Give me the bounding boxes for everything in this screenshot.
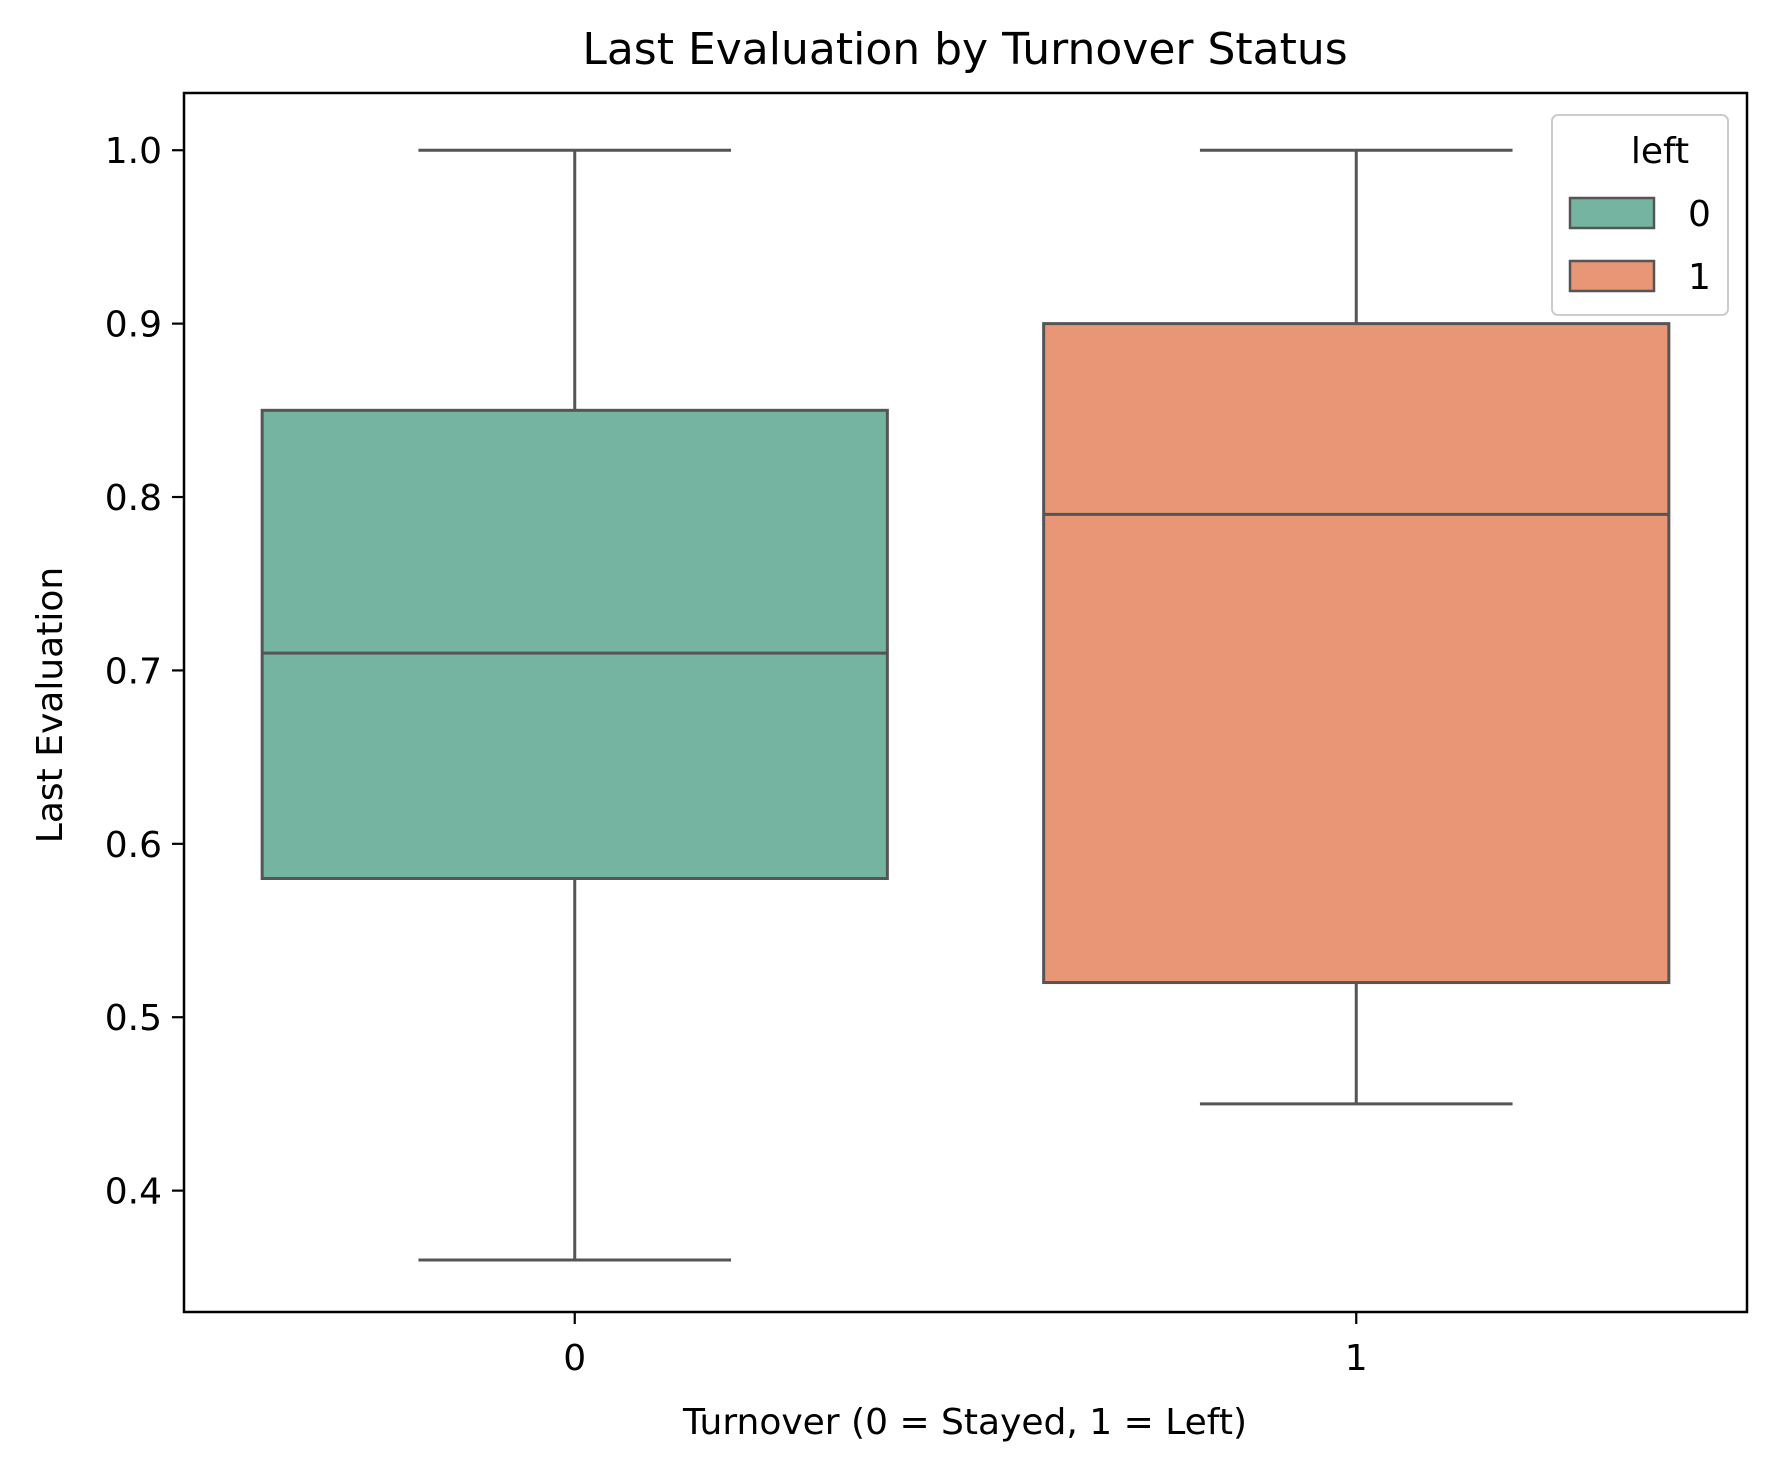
legend-label-0: 0 [1688,194,1711,235]
y-tick-label-4: 0.8 [105,478,162,519]
y-tick-label-5: 0.9 [105,305,162,346]
box-body-1 [1042,322,1671,985]
y-tick-label-1: 0.5 [105,998,162,1039]
y-tick-label-6: 1.0 [105,131,162,172]
legend: left 0 1 [1551,114,1729,316]
box-0 [260,148,889,1262]
x-tick-label-1: 1 [1345,1338,1368,1379]
boxes [260,148,1671,1262]
x-tick-label-0: 0 [563,1338,586,1379]
box-1 [1042,148,1671,1106]
legend-label-1: 1 [1688,257,1711,298]
y-axis-label: Last Evaluation [30,567,71,843]
plot-area [182,91,1749,1314]
legend-swatch-0 [1568,196,1656,230]
y-tick-label-3: 0.7 [105,651,162,692]
y-axis: 0.4 0.5 0.6 0.7 0.8 0.9 1.0 [105,131,184,1213]
box-body-0 [260,408,889,881]
legend-title: left [1631,131,1689,172]
chart-title: Last Evaluation by Turnover Status [582,24,1347,75]
y-tick-label-0: 0.4 [105,1172,162,1213]
y-tick-label-2: 0.6 [105,825,162,866]
legend-swatch-1 [1568,259,1656,293]
x-axis-label: Turnover (0 = Stayed, 1 = Left) [682,1402,1247,1443]
